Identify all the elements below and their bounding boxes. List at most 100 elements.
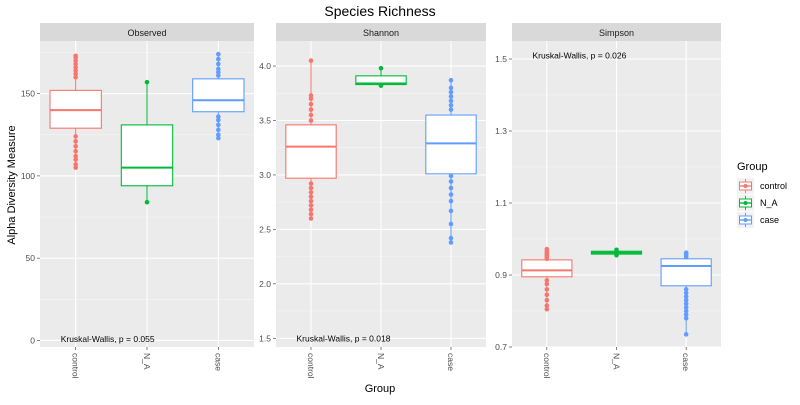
legend-item-label: control xyxy=(760,181,787,191)
data-point xyxy=(216,114,221,119)
data-point xyxy=(545,298,550,303)
x-tick-label: control xyxy=(71,353,81,379)
box-iqr xyxy=(193,79,244,112)
x-tick-label: N_A xyxy=(142,353,152,370)
legend-title: Group xyxy=(737,161,768,173)
facet-panels: Observed 0 50 100 150 control N_A case Kruskal-W… xyxy=(21,23,721,379)
data-point xyxy=(73,134,78,139)
y-tick-label: 0 xyxy=(30,335,35,345)
data-point xyxy=(379,66,384,71)
kruskal-wallis-annotation: Kruskal-Wallis, p = 0.055 xyxy=(61,334,155,344)
species-richness-chart: Species Richness Alpha Diversity Measure… xyxy=(0,0,800,400)
data-point xyxy=(216,62,221,67)
data-point xyxy=(309,113,314,118)
data-point xyxy=(545,287,550,292)
facet-strip-label: Simpson xyxy=(599,28,634,38)
data-point xyxy=(449,209,454,214)
data-point xyxy=(309,203,314,208)
legend-item-n-a: N_A xyxy=(737,195,778,211)
data-point xyxy=(309,194,314,199)
kruskal-wallis-annotation: Kruskal-Wallis, p = 0.018 xyxy=(297,333,391,343)
data-point xyxy=(379,83,384,88)
data-point xyxy=(216,67,221,72)
data-point xyxy=(545,278,550,283)
facet-strip-label: Shannon xyxy=(363,28,399,38)
x-tick-label: N_A xyxy=(376,353,386,370)
data-point xyxy=(216,123,221,128)
panel-observed: Observed 0 50 100 150 control N_A case Kruskal-W… xyxy=(21,23,254,379)
y-tick-label: 4.0 xyxy=(259,61,271,71)
y-tick-label: 3.5 xyxy=(259,115,271,125)
x-axis-label: Group xyxy=(365,383,396,395)
y-tick-label: 1.5 xyxy=(495,54,507,64)
data-point xyxy=(449,236,454,241)
data-point xyxy=(216,132,221,137)
panel-simpson: Simpson 0.7 0.9 1.1 1.3 1.5 control N_A case Krus… xyxy=(495,23,721,379)
y-tick-label: 0.7 xyxy=(495,342,507,352)
x-tick-label: case xyxy=(446,353,456,371)
box-iqr xyxy=(426,115,476,174)
data-point xyxy=(545,247,550,252)
data-point xyxy=(73,149,78,154)
box-iqr xyxy=(286,125,336,178)
data-point xyxy=(449,78,454,83)
data-point xyxy=(449,192,454,197)
data-point xyxy=(309,199,314,204)
x-tick-label: case xyxy=(213,353,223,371)
data-point xyxy=(684,332,689,337)
y-tick-label: 100 xyxy=(21,171,35,181)
data-point xyxy=(449,179,454,184)
data-point xyxy=(309,118,314,123)
box-iqr xyxy=(121,125,172,186)
data-point xyxy=(449,94,454,99)
data-point xyxy=(449,86,454,91)
data-point xyxy=(449,107,454,112)
data-point xyxy=(145,200,150,205)
facet-strip-label: Observed xyxy=(127,28,166,38)
data-point xyxy=(73,139,78,144)
y-tick-label: 150 xyxy=(21,89,35,99)
legend-item-control: control xyxy=(737,178,787,194)
data-point xyxy=(309,190,314,195)
data-point xyxy=(309,107,314,112)
data-point xyxy=(309,58,314,63)
legend-item-label: case xyxy=(760,215,779,225)
legend-item-case: case xyxy=(737,212,779,228)
data-point xyxy=(614,253,619,258)
kruskal-wallis-annotation: Kruskal-Wallis, p = 0.026 xyxy=(532,50,626,60)
data-point xyxy=(449,186,454,191)
box-iqr xyxy=(522,260,572,277)
data-point xyxy=(309,181,314,186)
chart-title: Species Richness xyxy=(324,3,435,19)
data-point xyxy=(145,80,150,85)
data-point xyxy=(73,162,78,167)
data-point xyxy=(73,154,78,159)
y-tick-label: 1.3 xyxy=(495,126,507,136)
y-tick-label: 2.5 xyxy=(259,224,271,234)
x-tick-label: control xyxy=(542,353,552,379)
y-tick-label: 2.0 xyxy=(259,279,271,289)
box-iqr xyxy=(661,259,711,286)
legend-key-point xyxy=(744,184,748,188)
y-axis-label: Alpha Diversity Measure xyxy=(6,125,18,244)
legend-key-point xyxy=(744,201,748,205)
data-point xyxy=(309,93,314,98)
data-point xyxy=(449,240,454,245)
x-tick-label: control xyxy=(306,353,316,379)
data-point xyxy=(309,186,314,191)
y-tick-label: 1.5 xyxy=(259,333,271,343)
data-point xyxy=(309,207,314,212)
legend-key-point xyxy=(744,218,748,222)
data-point xyxy=(684,250,689,255)
y-tick-label: 1.1 xyxy=(495,198,507,208)
data-point xyxy=(449,90,454,95)
x-tick-label: case xyxy=(681,353,691,371)
data-point xyxy=(309,212,314,217)
data-point xyxy=(73,144,78,149)
data-point xyxy=(309,216,314,221)
data-point xyxy=(449,99,454,104)
data-point xyxy=(449,103,454,108)
y-tick-label: 50 xyxy=(26,253,36,263)
data-point xyxy=(309,102,314,107)
